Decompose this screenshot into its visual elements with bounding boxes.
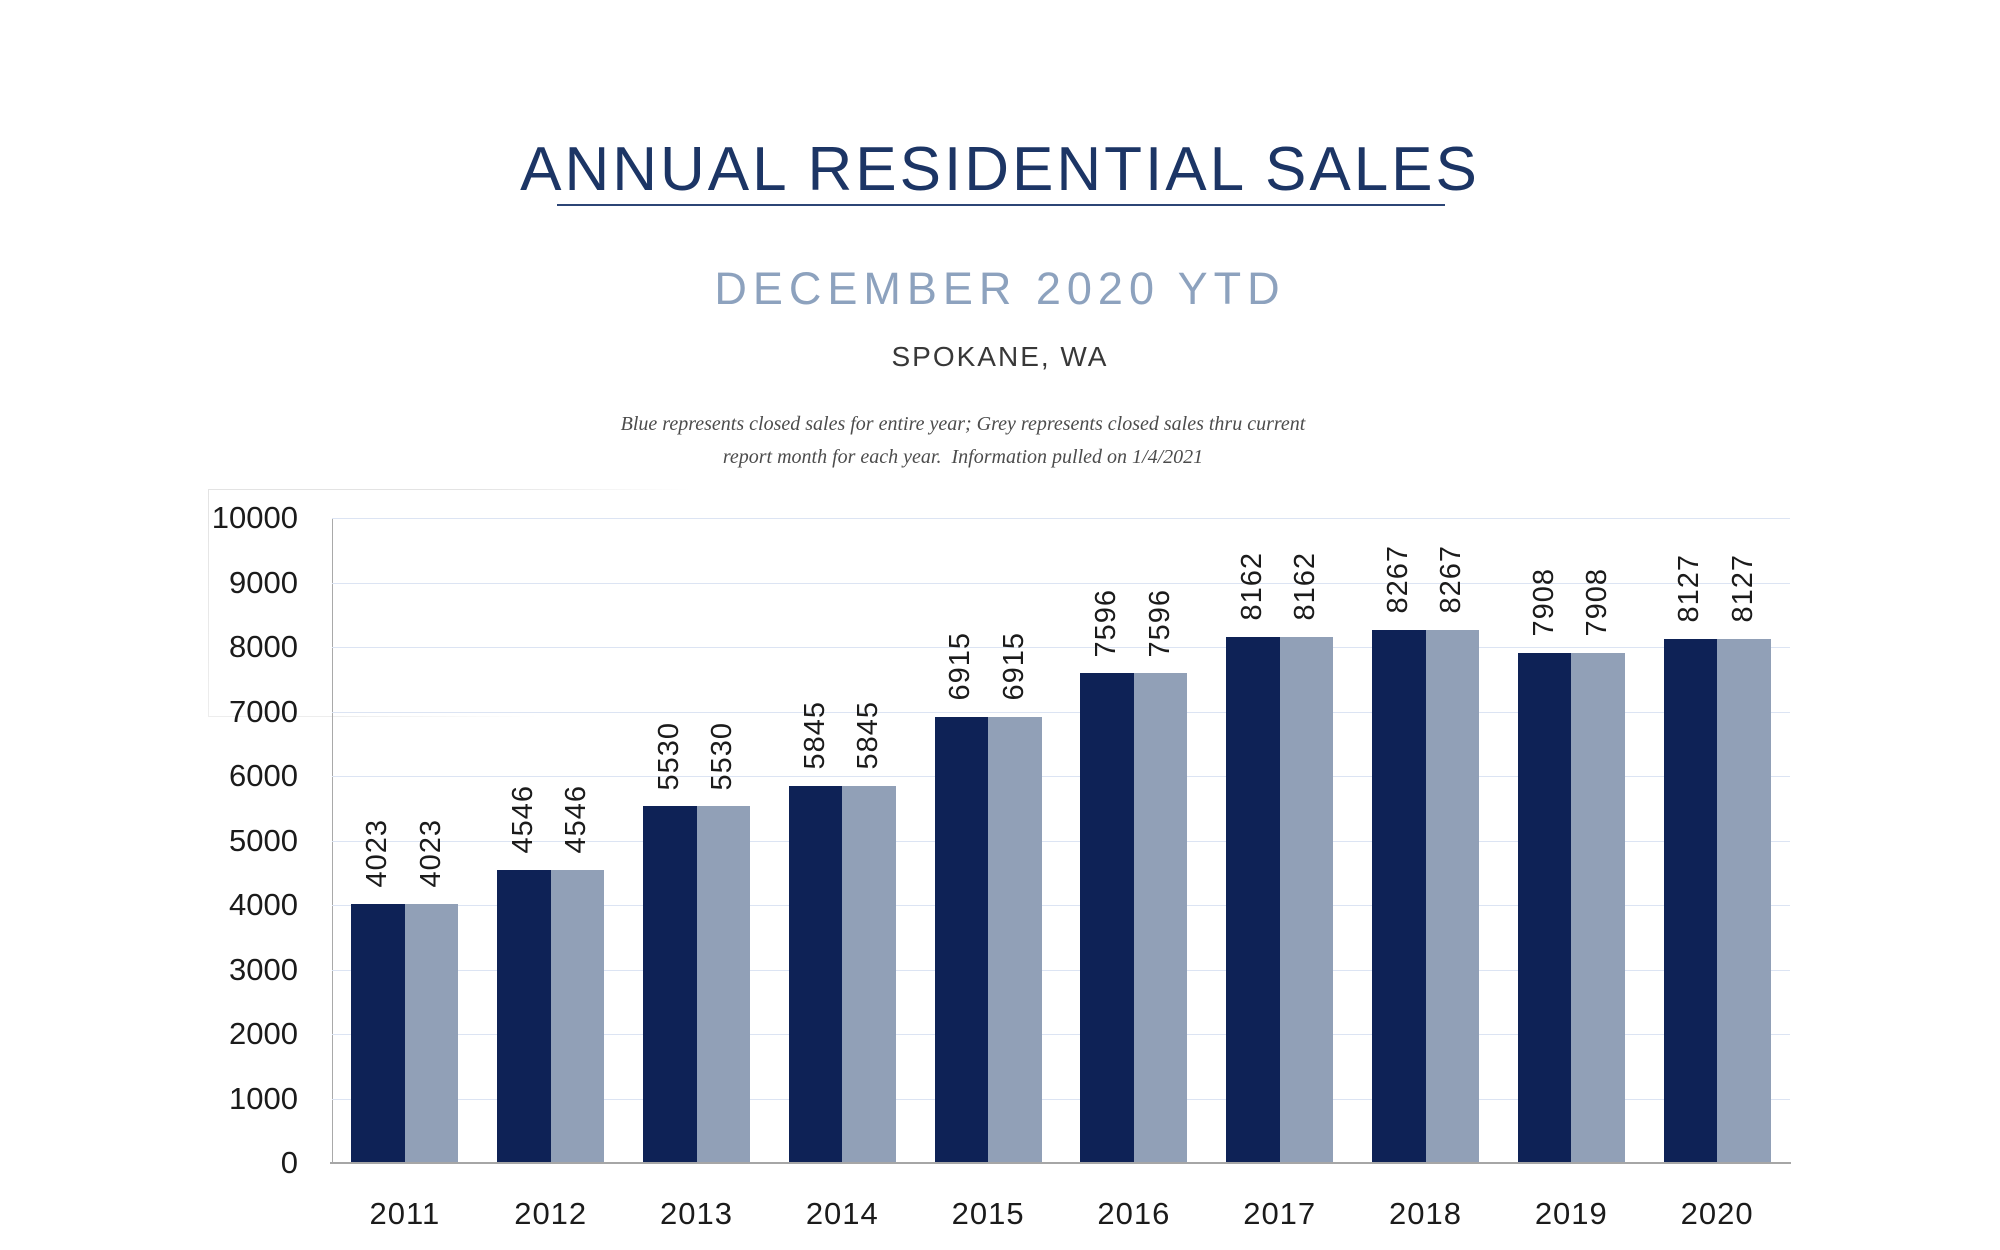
bar-entire-year (788, 786, 843, 1163)
bar-value-label: 6915 (944, 632, 977, 701)
x-tick-label: 2012 (514, 1196, 588, 1231)
gridline (332, 1034, 1790, 1035)
plot-area: 4023 4023 4546 4546 5530 5530 5845 5845 6915 6915… (332, 518, 1790, 1163)
bar-value-label: 8127 (1673, 554, 1706, 623)
x-tick-label: 2018 (1389, 1196, 1462, 1231)
gridline (332, 518, 1790, 519)
x-axis-line (330, 1162, 1791, 1164)
bar-entire-year (1226, 636, 1280, 1163)
bar-entire-year (497, 869, 551, 1163)
bar-thru-report-month (1571, 652, 1625, 1163)
x-tick-label: 2019 (1534, 1196, 1608, 1231)
gridline (332, 1098, 1790, 1100)
bar-value-label: 8127 (1726, 554, 1759, 623)
bar-thru-report-month (1279, 636, 1334, 1163)
report-period-subtitle: DECEMBER 2020 YTD (714, 263, 1286, 314)
x-tick-label: 2016 (1097, 1196, 1171, 1231)
bar-entire-year (351, 903, 405, 1163)
bar-value-label: 8267 (1435, 545, 1468, 614)
bar-entire-year (1517, 652, 1572, 1163)
location-label: SPOKANE, WA (891, 341, 1109, 372)
bar-value-label: 5530 (706, 721, 739, 791)
legend-note-line2: report month for each year. Information … (722, 446, 1204, 468)
x-tick-label: 2014 (805, 1196, 879, 1231)
gridline (332, 647, 1790, 648)
y-tick-label: 2000 (229, 1016, 298, 1051)
bar-thru-report-month (550, 869, 605, 1163)
bar-value-label: 7908 (1527, 568, 1560, 637)
x-tick-label: 2015 (951, 1196, 1025, 1231)
bar-entire-year (1663, 638, 1718, 1163)
bar-entire-year (934, 716, 989, 1163)
bar-value-label: 7908 (1581, 568, 1614, 637)
bar-value-label: 4546 (506, 785, 539, 854)
bar-thru-report-month (1425, 629, 1479, 1163)
bar-value-label: 7596 (1143, 588, 1176, 658)
bar-thru-report-month (404, 903, 459, 1163)
gridline (332, 905, 1790, 906)
gridline (332, 776, 1790, 777)
y-tick-label: 4000 (229, 887, 298, 922)
title-underline (557, 204, 1445, 206)
x-tick-label: 2011 (369, 1196, 441, 1231)
gridline (332, 582, 1790, 584)
y-tick-label: 5000 (229, 822, 298, 858)
bar-entire-year (1372, 629, 1426, 1163)
y-tick-label: 10000 (211, 500, 298, 535)
bar-thru-report-month (1717, 638, 1771, 1163)
bar-value-label: 4546 (560, 785, 593, 854)
x-tick-label: 2020 (1680, 1196, 1754, 1231)
y-tick-label: 0 (280, 1145, 298, 1180)
screenshot-edge-artifact-bottom (208, 716, 538, 717)
gridline (332, 840, 1790, 842)
y-tick-label: 6000 (229, 758, 298, 793)
bar-entire-year (643, 806, 697, 1163)
bar-thru-report-month (842, 786, 896, 1163)
bar-value-label: 8162 (1289, 552, 1322, 621)
screenshot-edge-artifact-top (208, 489, 690, 490)
legend-note-line1: Blue represents closed sales for entire … (620, 413, 1306, 435)
bar-value-label: 5845 (852, 701, 885, 770)
y-tick-label: 7000 (229, 693, 298, 729)
bar-thru-report-month (696, 806, 750, 1163)
bar-value-label: 4023 (361, 819, 394, 888)
bar-value-label: 5530 (652, 721, 685, 791)
y-tick-label: 8000 (229, 629, 298, 664)
y-tick-label: 1000 (229, 1080, 298, 1116)
bar-value-label: 7596 (1090, 588, 1123, 658)
gridline (332, 711, 1790, 713)
bar-value-label: 4023 (414, 819, 447, 888)
bar-value-label: 8162 (1235, 552, 1268, 621)
bar-entire-year (1080, 673, 1134, 1163)
y-tick-label: 9000 (229, 564, 298, 600)
bar-thru-report-month (988, 716, 1042, 1163)
x-tick-label: 2013 (660, 1196, 733, 1231)
gridline (332, 969, 1790, 971)
bar-thru-report-month (1133, 673, 1188, 1163)
screenshot-edge-artifact-left (208, 489, 209, 717)
bar-value-label: 5845 (798, 701, 831, 770)
bar-value-label: 6915 (997, 632, 1030, 701)
bar-value-label: 8267 (1381, 545, 1414, 614)
legend-note: Blue represents closed sales for entire … (563, 408, 1363, 474)
y-tick-label: 3000 (229, 951, 298, 987)
page-title: ANNUAL RESIDENTIAL SALES (520, 135, 1480, 204)
x-tick-label: 2017 (1243, 1196, 1317, 1231)
